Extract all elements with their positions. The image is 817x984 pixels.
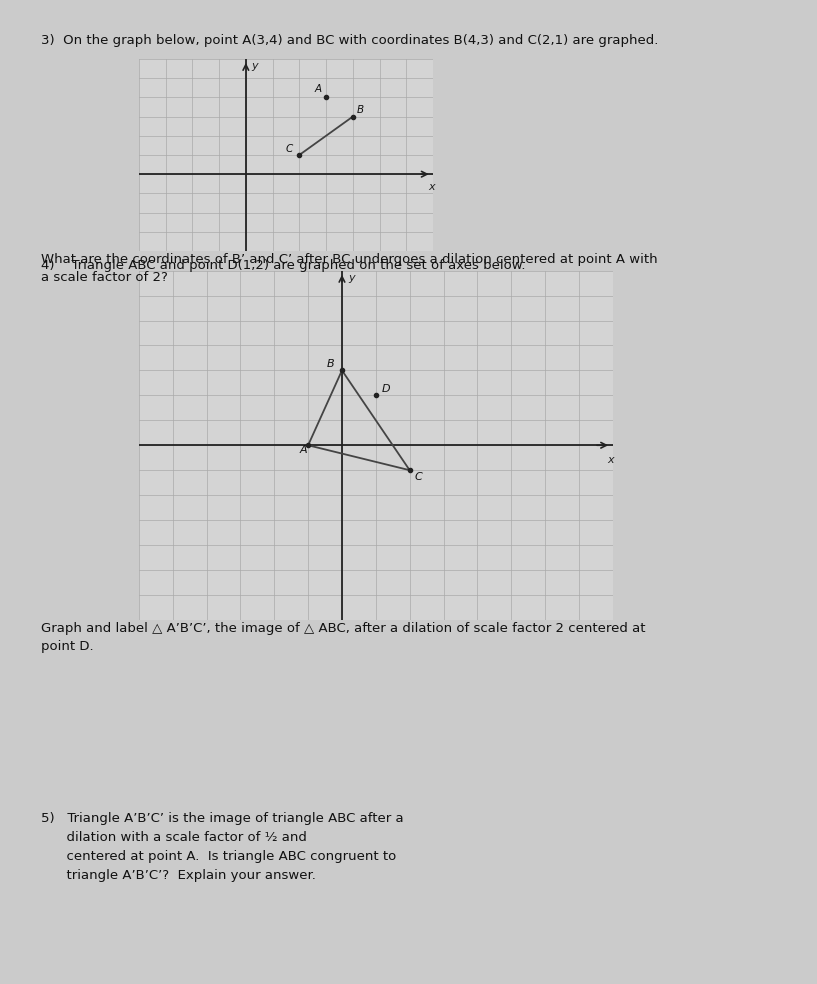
Text: 3)  On the graph below, point A(3,4) and BC with coordinates B(4,3) and C(2,1) a: 3) On the graph below, point A(3,4) and … [41, 34, 659, 47]
Text: C: C [285, 144, 292, 154]
Text: B: B [327, 358, 334, 369]
Text: B: B [357, 104, 364, 115]
Text: C: C [415, 472, 422, 482]
Text: y: y [349, 274, 355, 283]
Text: 4)    Triangle ABC and point D(1,2) are graphed on the set of axes below.: 4) Triangle ABC and point D(1,2) are gra… [41, 259, 525, 272]
Text: Graph and label △ A’B’C’, the image of △ ABC, after a dilation of scale factor 2: Graph and label △ A’B’C’, the image of △… [41, 622, 645, 653]
Text: x: x [608, 456, 614, 465]
Text: y: y [251, 61, 258, 71]
Text: 5)   Triangle A’B’C’ is the image of triangle ABC after a
      dilation with a : 5) Triangle A’B’C’ is the image of trian… [41, 812, 404, 882]
Text: What are the coordinates of B’ and C’ after BC undergoes a dilation centered at : What are the coordinates of B’ and C’ af… [41, 253, 658, 284]
Text: D: D [382, 385, 391, 395]
Text: A: A [300, 445, 307, 455]
Text: x: x [428, 182, 435, 192]
Text: A: A [315, 84, 322, 93]
